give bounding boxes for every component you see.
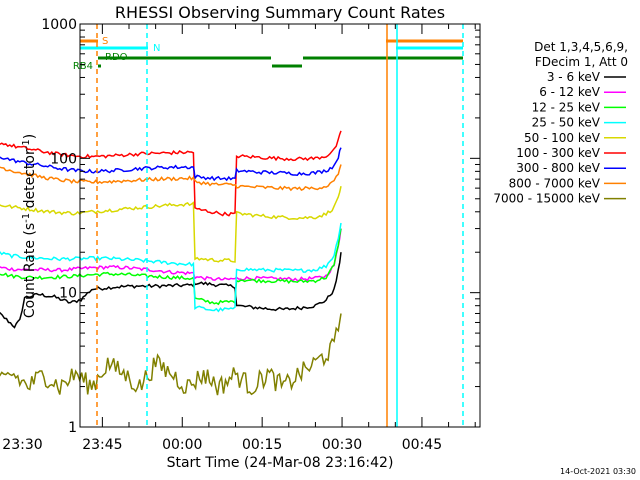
- y-axis-label: Count Rate (s-1 detector-1): [21, 134, 38, 318]
- flag-label-rb4: RB4: [73, 61, 93, 72]
- event-lines: [96, 24, 464, 427]
- series-line-6-12-kev: [0, 228, 342, 282]
- plot-frame: [79, 23, 481, 428]
- legend: Det 1,3,4,5,6,9, FDecim 1, Att 0 3 - 6 k…: [493, 40, 628, 206]
- legend-label-300-800-kev: 300 - 800 keV: [516, 161, 600, 175]
- series-line-50-100-kev: [0, 186, 342, 263]
- legend-label-50-100-kev: 50 - 100 keV: [524, 131, 601, 145]
- flag-label-s: S: [102, 36, 108, 47]
- flag-bars: S N RDO RB4: [73, 36, 463, 72]
- y-tick-label: 1000: [41, 17, 77, 33]
- y-tick-label: 10: [59, 286, 77, 302]
- x-tick-label: 00:15: [242, 437, 282, 453]
- x-axis-label: Start Time (24-Mar-08 23:16:42): [167, 455, 394, 471]
- legend-header-2: FDecim 1, Att 0: [535, 55, 628, 69]
- x-tick-label: 23:30: [2, 437, 42, 453]
- legend-header-1: Det 1,3,4,5,6,9,: [534, 40, 628, 54]
- legend-label-800-7000-kev: 800 - 7000 keV: [509, 176, 601, 190]
- series-line-12-25-kev: [0, 228, 342, 306]
- series-line-3-6-kev: [0, 252, 342, 329]
- legend-label-100-300-kev: 100 - 300 keV: [516, 146, 600, 160]
- y-axis-label-exp2: -1: [21, 139, 32, 149]
- legend-label-12-25-kev: 12 - 25 keV: [532, 100, 601, 114]
- y-tick-label: 1: [68, 420, 77, 436]
- legend-label-3-6-kev: 3 - 6 keV: [547, 70, 601, 84]
- y-axis-label-main: Count Rate (s: [22, 223, 38, 318]
- legend-label-25-50-kev: 25 - 50 keV: [532, 116, 601, 130]
- y-axis-label-exp1: -1: [21, 213, 32, 223]
- x-tick-label: 00:30: [322, 437, 362, 453]
- series-line-800-7000-kev: [0, 164, 342, 192]
- flag-label-n: N: [153, 43, 160, 54]
- y-axis-label-end: ): [22, 134, 38, 139]
- series-lines: [0, 130, 342, 396]
- x-tick-label: 00:45: [402, 437, 442, 453]
- flag-label-rdo: RDO: [105, 52, 128, 63]
- series-line-25-50-kev: [0, 222, 342, 313]
- x-tick-label: 00:00: [162, 437, 202, 453]
- legend-label-6-12-kev: 6 - 12 keV: [539, 85, 601, 99]
- y-axis: 1 10 100 1000: [41, 17, 480, 436]
- footer-date: 14-Oct-2021 03:30: [560, 467, 636, 476]
- series-line-300-800-kev: [0, 147, 342, 182]
- series-line-7000-15000-kev: [0, 313, 342, 396]
- chart-title: RHESSI Observing Summary Count Rates: [115, 3, 445, 22]
- x-tick-label: 23:45: [82, 437, 122, 453]
- x-axis: 23:30 23:45 00:00 00:15 00:30 00:45: [2, 24, 476, 453]
- y-tick-label: 100: [50, 151, 77, 167]
- y-axis-label-mid: detector: [22, 149, 38, 213]
- series-line-100-300-kev: [0, 130, 342, 217]
- legend-label-7000-15000-kev: 7000 - 15000 keV: [493, 192, 600, 206]
